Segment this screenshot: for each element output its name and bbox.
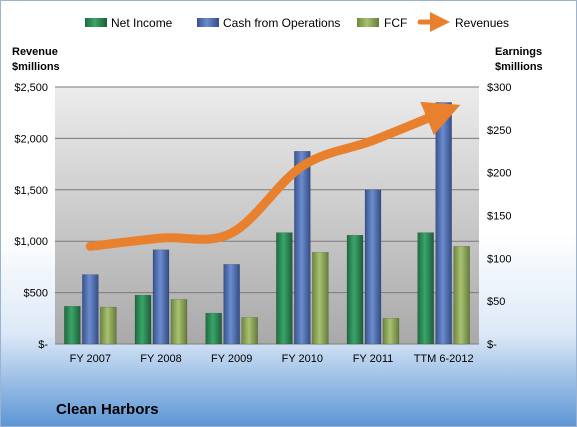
x-tick-label: FY 2011: [353, 353, 394, 365]
left-tick-label: $2,500: [14, 82, 48, 94]
bar-fcf: [170, 299, 188, 345]
bar-cash-from-operations: [364, 189, 382, 345]
bar-net-income: [346, 234, 364, 345]
bar-cash-from-operations: [152, 249, 170, 345]
left-tick-label: $2,000: [14, 133, 48, 145]
right-tick-label: $300: [487, 82, 511, 94]
legend-label-cash-from-operations: Cash from Operations: [223, 16, 340, 30]
revenues-line: [85, 101, 461, 251]
right-tick-label: $50: [487, 296, 505, 308]
right-axis-ticks: $- $50 $100 $150 $200 $250 $300: [487, 82, 511, 351]
right-tick-label: $250: [487, 125, 511, 137]
right-axis-title-line2: $millions: [495, 61, 543, 73]
bar-net-income: [64, 306, 81, 345]
bar-fcf: [453, 246, 470, 345]
left-tick-label: $500: [24, 288, 48, 300]
left-tick-label: $1,500: [14, 185, 48, 197]
x-axis-ticks: FY 2007 FY 2008 FY 2009 FY 2010 FY 2011 TTM 6…: [70, 353, 474, 365]
bar-fcf: [312, 252, 329, 345]
bar-net-income: [417, 232, 434, 345]
left-axis-ticks: $- $500 $1,000 $1,500 $2,000 $2,500: [14, 82, 48, 351]
revenues-point: [160, 237, 162, 239]
legend-swatch-fcf: [357, 18, 379, 27]
legend-swatch-cash-from-operations: [197, 18, 219, 27]
bar-net-income: [276, 232, 293, 345]
revenues-point: [372, 139, 374, 141]
revenues-point: [231, 232, 233, 234]
legend-swatch-net-income: [85, 18, 107, 27]
legend-label-net-income: Net Income: [111, 16, 173, 30]
x-tick-label: TTM 6-2012: [414, 353, 474, 365]
right-tick-label: $150: [487, 211, 511, 223]
bar-fcf: [241, 317, 258, 345]
revenues-point: [89, 245, 91, 247]
left-tick-label: $1,000: [14, 236, 48, 248]
bar-fcf: [382, 318, 400, 345]
bar-net-income: [134, 294, 152, 345]
left-axis-title-line1: Revenue: [12, 46, 58, 58]
right-tick-label: $100: [487, 253, 511, 265]
right-tick-label: $200: [487, 168, 511, 180]
left-axis-title-line2: $millions: [12, 61, 60, 73]
bar-marks: [64, 102, 470, 345]
legend-label-fcf: FCF: [384, 16, 407, 30]
legend: Net Income Cash from Operations FCF Reve…: [85, 12, 509, 32]
bar-net-income: [205, 312, 222, 345]
x-tick-label: FY 2010: [282, 353, 323, 365]
bar-cash-from-operations: [223, 264, 240, 345]
right-tick-label: $-: [487, 339, 497, 351]
legend-label-revenues: Revenues: [455, 16, 509, 30]
right-axis-title-line1: Earnings: [495, 46, 542, 58]
bar-fcf: [100, 306, 117, 345]
x-tick-label: FY 2009: [211, 353, 252, 365]
x-tick-label: FY 2008: [140, 353, 181, 365]
chart-title: Clean Harbors: [56, 401, 159, 418]
bar-cash-from-operations: [294, 151, 311, 345]
revenues-point: [301, 165, 303, 167]
bar-cash-from-operations: [435, 102, 452, 345]
x-tick-label: FY 2007: [70, 353, 111, 365]
left-tick-label: $-: [38, 339, 48, 351]
revenue-line-layer: [85, 101, 461, 251]
revenues-point: [443, 111, 445, 113]
bar-cash-from-operations: [82, 274, 99, 345]
